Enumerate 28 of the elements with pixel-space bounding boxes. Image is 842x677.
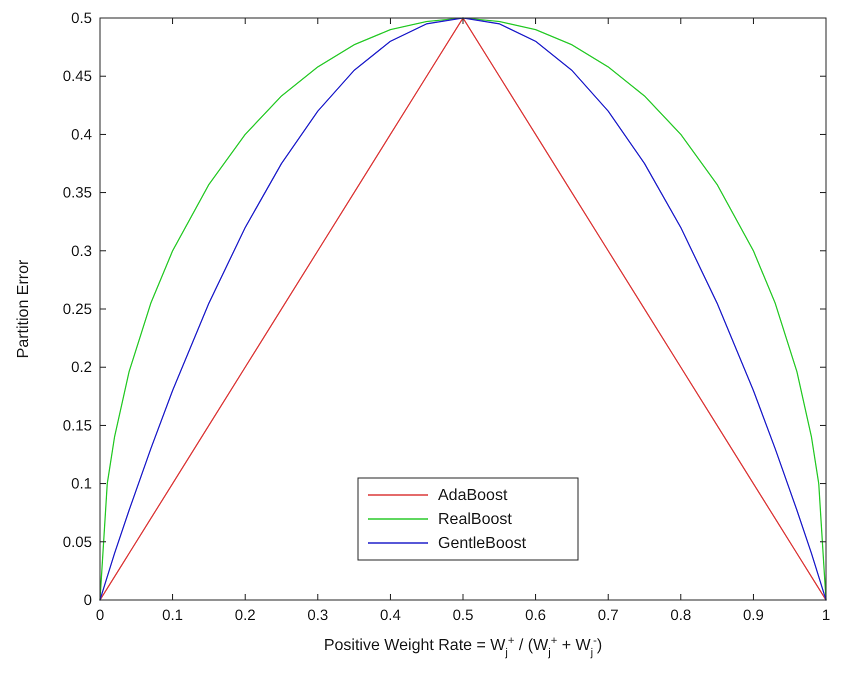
x-tick-label: 0.6 — [525, 607, 546, 624]
y-tick-label: 0 — [84, 592, 92, 609]
y-tick-label: 0.3 — [71, 242, 92, 260]
x-tick-label: 0.4 — [380, 607, 401, 624]
x-tick-label: 0.1 — [162, 607, 184, 624]
y-tick-label: 0.05 — [62, 534, 92, 551]
text: Positive Weight Rate = W$_{j}$$^{+}$ / (W$_{j}$$^{+}$ + W$_{j}$$^{-}$) — [324, 635, 602, 659]
x-tick-label: 0.8 — [670, 607, 692, 624]
legend-label: AdaBoost — [438, 487, 508, 504]
x-tick-label: 0.7 — [598, 607, 619, 624]
y-tick-label: 0.15 — [62, 417, 92, 434]
x-tick-label: 0.9 — [742, 607, 764, 624]
x-tick-label: 1 — [822, 607, 830, 624]
y-tick-label: 0.45 — [62, 68, 92, 86]
y-tick-label: 0.2 — [71, 359, 92, 376]
x-tick-label: 0 — [96, 607, 104, 624]
y-tick-label: 0.35 — [62, 184, 92, 202]
y-axis-title: Partition Error — [15, 258, 32, 358]
y-tick-label: 0.25 — [62, 301, 92, 318]
y-tick-label: 0.1 — [71, 476, 92, 493]
x-tick-label: 0.3 — [307, 607, 328, 624]
x-tick-label: 0.5 — [452, 607, 474, 624]
y-tick-label: 0.5 — [71, 10, 92, 27]
y-tick-label: 0.4 — [71, 126, 92, 144]
x-tick-label: 0.2 — [234, 607, 256, 624]
line-series — [99, 17, 827, 601]
legend-label: RealBoost — [438, 511, 512, 528]
legend-label: GentleBoost — [438, 535, 527, 552]
